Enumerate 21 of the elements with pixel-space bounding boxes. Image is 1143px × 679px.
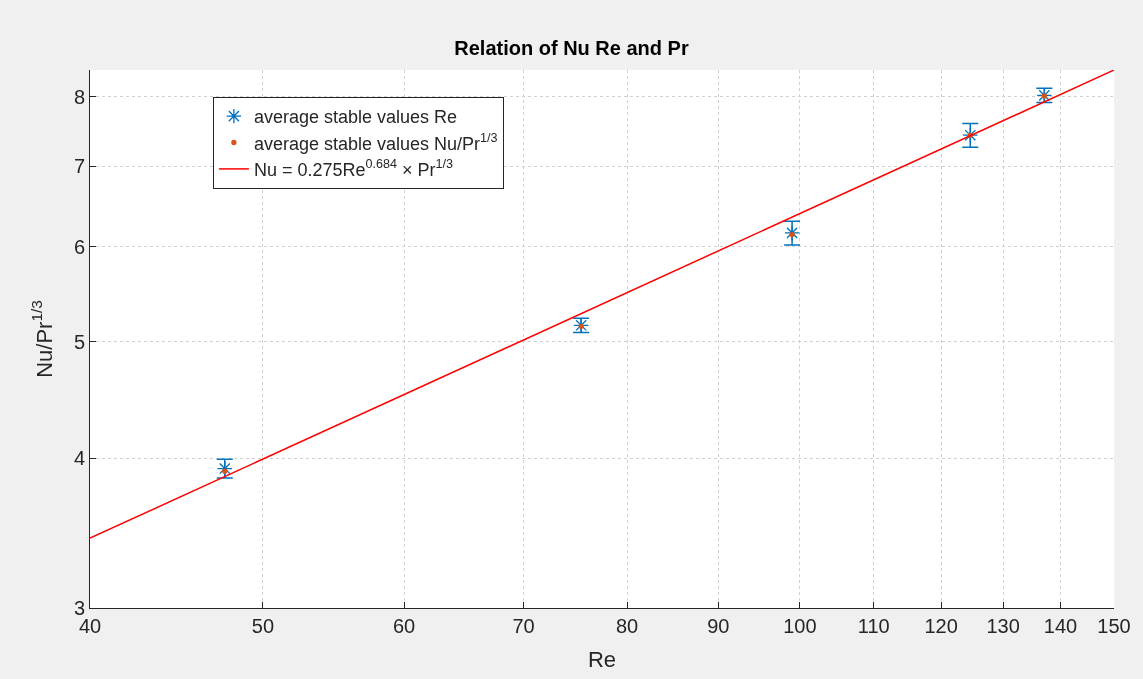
chart-title: Relation of Nu Re and Pr bbox=[454, 36, 689, 59]
y-tick-label: 6 bbox=[73, 235, 85, 258]
x-tick-label: 100 bbox=[783, 615, 817, 637]
x-tick-label: 120 bbox=[924, 615, 958, 637]
y-tick-label: 7 bbox=[73, 155, 85, 178]
x-tick-label: 50 bbox=[251, 615, 275, 637]
x-tick-label: 60 bbox=[392, 615, 416, 637]
x-axis-title: Re bbox=[587, 646, 617, 672]
x-tick-label: 80 bbox=[615, 615, 639, 637]
x-tick-label: 150 bbox=[1097, 615, 1131, 637]
legend-label: average stable values Re bbox=[253, 107, 458, 128]
x-tick-label: 70 bbox=[512, 615, 535, 637]
y-tick-label: 4 bbox=[73, 447, 85, 470]
y-tick-label: 8 bbox=[73, 85, 85, 108]
x-tick-label: 90 bbox=[707, 615, 730, 637]
x-tick-label: 130 bbox=[986, 615, 1020, 637]
legend-label: Nu = 0.275Re$^{0.684}$ × Pr$^{1/3}$ bbox=[253, 157, 454, 180]
x-tick-label: 140 bbox=[1043, 615, 1078, 637]
y-tick-label: 5 bbox=[73, 330, 85, 353]
legend-label: average stable values Nu/Pr$^{1/3}$ bbox=[253, 130, 498, 154]
x-tick-label: 110 bbox=[857, 615, 890, 637]
